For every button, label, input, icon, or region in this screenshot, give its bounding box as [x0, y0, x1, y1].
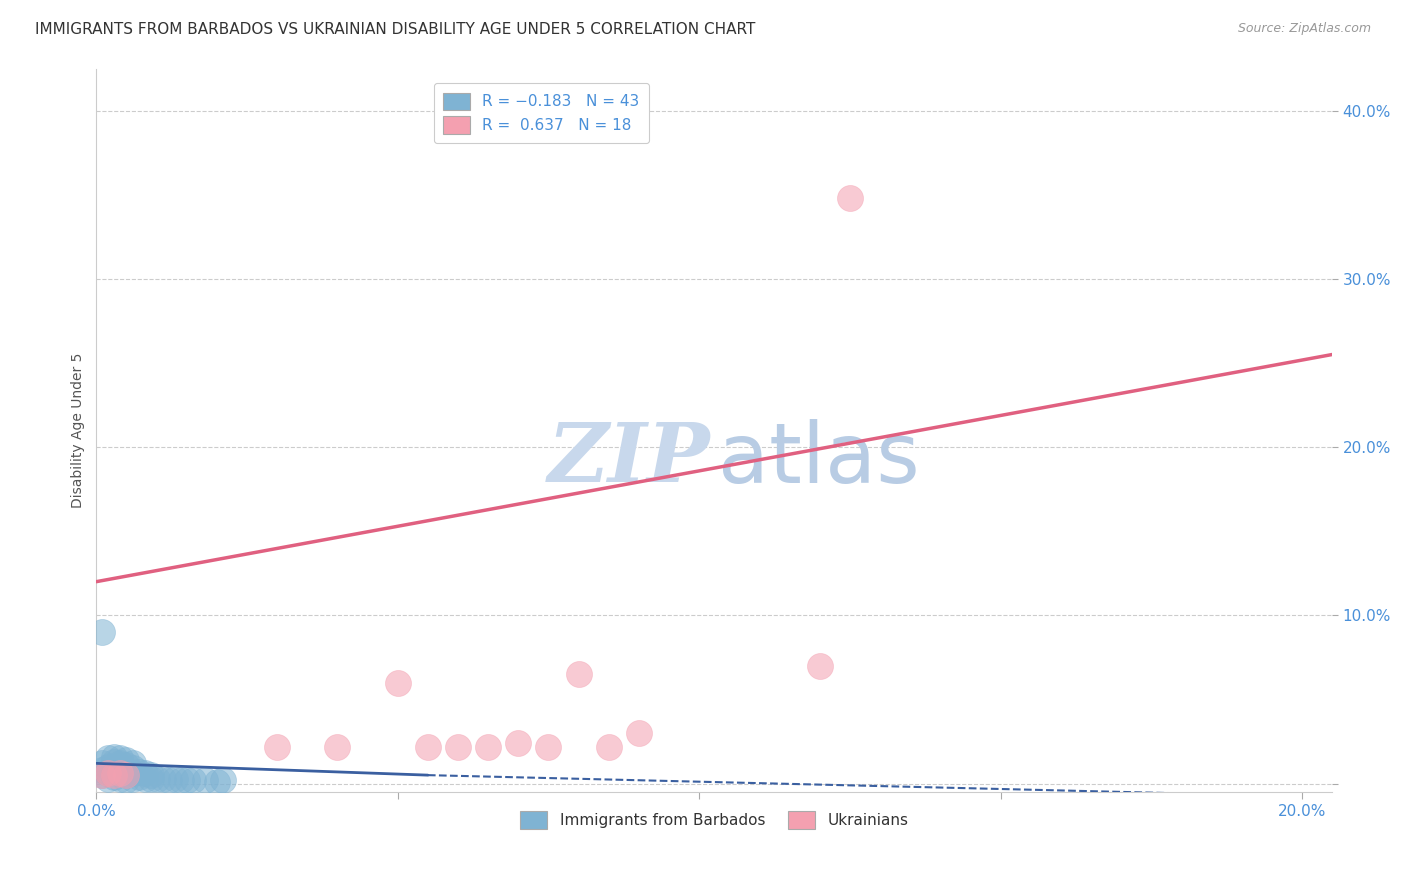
Point [110, 766, 132, 780]
Point [181, 773, 204, 788]
Point [537, 739, 560, 754]
Point [139, 772, 162, 786]
Point [139, 768, 162, 782]
Point [103, 760, 125, 774]
Point [103, 768, 125, 782]
Point [838, 191, 860, 205]
Y-axis label: Disability Age Under 5: Disability Age Under 5 [72, 352, 86, 508]
Point [808, 658, 831, 673]
Point [163, 772, 186, 786]
Point [97, 760, 120, 774]
Legend: Immigrants from Barbados, Ukrainians: Immigrants from Barbados, Ukrainians [513, 805, 915, 835]
Point [115, 763, 138, 777]
Point [145, 772, 167, 786]
Point [598, 739, 620, 754]
Point [103, 749, 125, 764]
Point [91, 768, 114, 782]
Point [134, 772, 156, 786]
Point [477, 739, 499, 754]
Point [205, 775, 228, 789]
Point [568, 667, 591, 681]
Point [91, 763, 114, 777]
Point [176, 773, 198, 788]
Point [103, 764, 125, 779]
Point [416, 739, 439, 754]
Text: Source: ZipAtlas.com: Source: ZipAtlas.com [1237, 22, 1371, 36]
Point [91, 625, 114, 640]
Point [115, 753, 138, 767]
Point [97, 751, 120, 765]
Point [97, 766, 120, 780]
Point [115, 768, 138, 782]
Point [91, 768, 114, 782]
Text: ZIP: ZIP [548, 419, 710, 500]
Point [121, 761, 143, 775]
Point [103, 770, 125, 784]
Point [97, 772, 120, 786]
Point [110, 766, 132, 780]
Point [97, 766, 120, 780]
Point [115, 768, 138, 782]
Point [508, 736, 530, 750]
Text: atlas: atlas [718, 418, 920, 500]
Point [170, 773, 193, 788]
Point [447, 739, 470, 754]
Point [387, 675, 409, 690]
Point [194, 773, 217, 788]
Point [152, 772, 174, 786]
Point [128, 764, 150, 779]
Point [134, 766, 156, 780]
Text: IMMIGRANTS FROM BARBADOS VS UKRAINIAN DISABILITY AGE UNDER 5 CORRELATION CHART: IMMIGRANTS FROM BARBADOS VS UKRAINIAN DI… [35, 22, 755, 37]
Point [110, 761, 132, 775]
Point [110, 756, 132, 771]
Point [121, 766, 143, 780]
Point [627, 726, 650, 740]
Point [128, 770, 150, 784]
Point [212, 773, 235, 788]
Point [115, 773, 138, 788]
Point [121, 772, 143, 786]
Point [115, 758, 138, 772]
Point [103, 755, 125, 769]
Point [110, 772, 132, 786]
Point [266, 739, 288, 754]
Point [326, 739, 349, 754]
Point [121, 756, 143, 771]
Point [157, 773, 180, 788]
Point [110, 751, 132, 765]
Point [91, 756, 114, 771]
